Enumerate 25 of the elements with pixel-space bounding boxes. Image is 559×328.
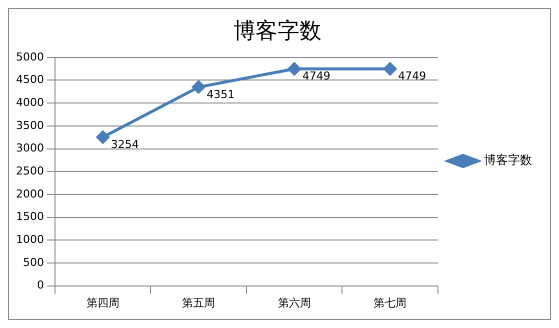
y-tick-label: 1000 — [16, 232, 44, 246]
y-tick-label: 2000 — [16, 187, 44, 200]
point — [96, 130, 110, 144]
legend-label: 博客字数 — [484, 153, 532, 168]
data-label: 4749 — [302, 70, 330, 83]
x-tick-label: 第六周 — [278, 296, 311, 310]
y-tick-label: 4500 — [16, 73, 44, 86]
y-tick-label: 5000 — [16, 50, 44, 64]
y-tick-label: 4000 — [16, 96, 44, 109]
data-label: 4351 — [206, 88, 235, 101]
point — [288, 62, 301, 76]
y-tick-label: 1500 — [16, 210, 44, 224]
y-tick-label: 500 — [22, 256, 44, 269]
point — [384, 62, 397, 76]
chart-title: 博客字数 — [234, 18, 322, 44]
y-tick-label: 3500 — [16, 118, 44, 132]
data-label: 4749 — [398, 70, 426, 83]
point — [192, 80, 206, 94]
y-tick-label: 3000 — [16, 142, 44, 155]
y-tick-label: 0 — [36, 278, 44, 292]
y-tick-label: 2500 — [16, 164, 44, 178]
x-tick-label: 第五周 — [182, 296, 216, 310]
x-tick-label: 第四周 — [86, 296, 120, 310]
x-tick-label: 第七周 — [374, 296, 407, 310]
data-label: 3254 — [110, 138, 139, 152]
